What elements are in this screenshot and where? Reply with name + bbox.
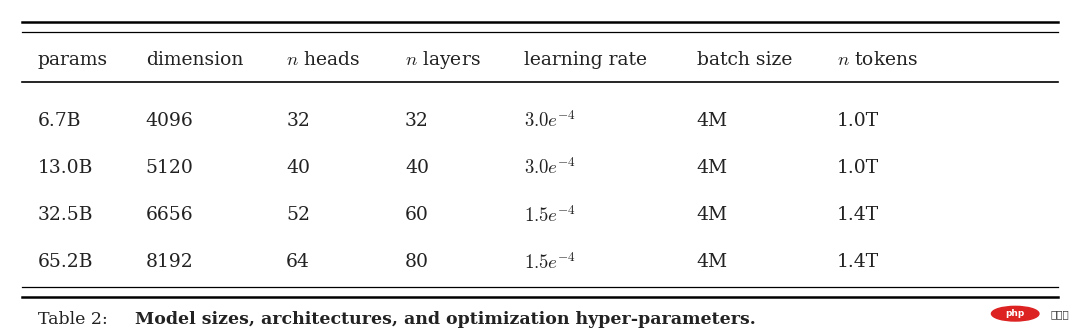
- Text: 40: 40: [286, 159, 310, 177]
- Text: dimension: dimension: [146, 51, 243, 69]
- Text: 4M: 4M: [697, 253, 728, 271]
- Text: batch size: batch size: [697, 51, 792, 69]
- Circle shape: [991, 306, 1039, 321]
- Text: $n$ heads: $n$ heads: [286, 51, 361, 69]
- Text: 8192: 8192: [146, 253, 193, 271]
- Text: 32: 32: [286, 112, 310, 130]
- Text: 65.2B: 65.2B: [38, 253, 93, 271]
- Text: 6.7B: 6.7B: [38, 112, 81, 130]
- Text: $3.0e^{-4}$: $3.0e^{-4}$: [524, 158, 576, 178]
- Text: learning rate: learning rate: [524, 51, 647, 69]
- Text: $3.0e^{-4}$: $3.0e^{-4}$: [524, 110, 576, 131]
- Text: Table 2:: Table 2:: [38, 311, 113, 328]
- Text: $n$ layers: $n$ layers: [405, 49, 481, 71]
- Text: 4M: 4M: [697, 112, 728, 130]
- Text: 6656: 6656: [146, 206, 193, 224]
- Text: 32.5B: 32.5B: [38, 206, 93, 224]
- Text: 1.4T: 1.4T: [837, 206, 879, 224]
- Text: 13.0B: 13.0B: [38, 159, 93, 177]
- Text: 4096: 4096: [146, 112, 193, 130]
- Text: params: params: [38, 51, 108, 69]
- Text: 32: 32: [405, 112, 429, 130]
- Text: 4M: 4M: [697, 206, 728, 224]
- Text: 80: 80: [405, 253, 429, 271]
- Text: 1.4T: 1.4T: [837, 253, 879, 271]
- Text: 64: 64: [286, 253, 310, 271]
- Text: php: php: [1005, 309, 1025, 318]
- Text: 40: 40: [405, 159, 429, 177]
- Text: 1.0T: 1.0T: [837, 159, 879, 177]
- Text: 4M: 4M: [697, 159, 728, 177]
- Text: 5120: 5120: [146, 159, 193, 177]
- Text: $1.5e^{-4}$: $1.5e^{-4}$: [524, 252, 576, 273]
- Text: 中文网: 中文网: [1051, 309, 1069, 319]
- Text: 60: 60: [405, 206, 429, 224]
- Text: $1.5e^{-4}$: $1.5e^{-4}$: [524, 205, 576, 225]
- Text: $n$ tokens: $n$ tokens: [837, 51, 918, 69]
- Text: Model sizes, architectures, and optimization hyper-parameters.: Model sizes, architectures, and optimiza…: [135, 311, 756, 328]
- Text: 1.0T: 1.0T: [837, 112, 879, 130]
- Text: 52: 52: [286, 206, 310, 224]
